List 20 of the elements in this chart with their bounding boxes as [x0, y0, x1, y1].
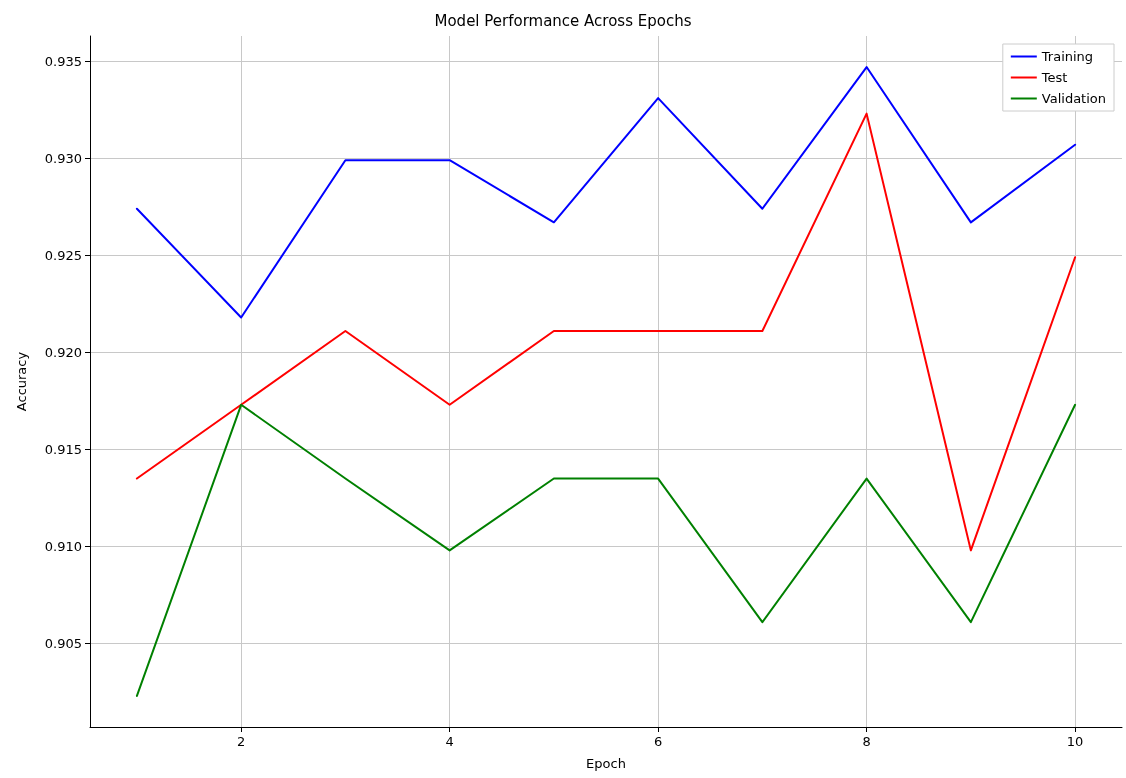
y-tick-label: 0.925	[44, 247, 82, 263]
y-tick-label: 0.905	[44, 636, 82, 652]
x-tick-label: 2	[237, 734, 246, 749]
x-tick-label: 8	[862, 734, 871, 749]
x-axis-title: Epoch	[586, 756, 626, 771]
line-series	[135, 403, 1077, 697]
x-tick-label: 6	[653, 734, 663, 749]
x-tick-label: 10	[1066, 734, 1084, 749]
legend-label: Validation	[1041, 91, 1107, 106]
line-series	[135, 112, 1077, 552]
chart-title: Model Performance Across Epochs	[434, 11, 692, 30]
legend-label: Test	[1040, 70, 1068, 85]
y-tick-label: 0.920	[44, 344, 82, 360]
y-tick-label: 0.935	[44, 53, 82, 69]
x-tick-label: 4	[445, 734, 454, 749]
y-axis-title: Accuracy	[14, 351, 29, 412]
y-tick-label: 0.910	[44, 538, 82, 554]
y-tick-label: 0.930	[44, 150, 82, 166]
y-tick-label: 0.915	[44, 441, 82, 457]
legend-label: Training	[1040, 49, 1094, 64]
